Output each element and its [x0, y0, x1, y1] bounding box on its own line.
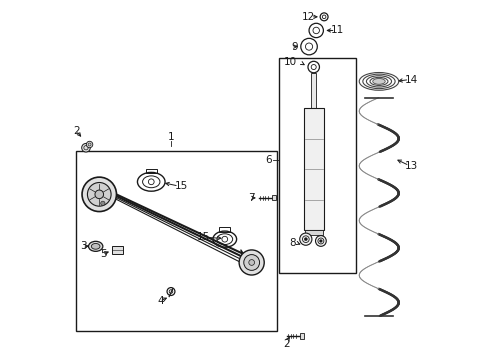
Text: 8: 8: [288, 238, 295, 248]
Bar: [219, 227, 230, 231]
Bar: [304, 230, 322, 234]
Circle shape: [86, 141, 93, 148]
Ellipse shape: [88, 241, 102, 251]
Circle shape: [248, 260, 254, 265]
Text: 9: 9: [290, 42, 297, 51]
Ellipse shape: [372, 78, 385, 84]
Bar: [112, 246, 122, 253]
Text: 7: 7: [247, 193, 254, 203]
Circle shape: [87, 183, 111, 206]
Bar: [300, 333, 304, 338]
Text: 5: 5: [100, 249, 106, 259]
Circle shape: [319, 240, 322, 242]
Circle shape: [315, 235, 325, 246]
Text: 10: 10: [284, 57, 297, 67]
Bar: [272, 195, 276, 201]
Circle shape: [304, 238, 307, 241]
Text: 4: 4: [157, 296, 163, 306]
Bar: [145, 169, 156, 173]
Text: 15: 15: [196, 232, 209, 242]
Text: 12: 12: [301, 12, 314, 22]
Text: 15: 15: [174, 181, 187, 191]
Text: 2: 2: [283, 339, 289, 349]
Ellipse shape: [91, 243, 100, 249]
Text: 13: 13: [405, 161, 418, 171]
Bar: [303, 108, 323, 230]
Text: 1: 1: [167, 132, 174, 142]
Circle shape: [82, 177, 116, 212]
Bar: [278, 58, 355, 273]
Text: 11: 11: [330, 26, 344, 35]
Text: 14: 14: [405, 75, 418, 85]
Circle shape: [101, 201, 105, 206]
Bar: [76, 151, 276, 330]
Circle shape: [244, 255, 259, 270]
Circle shape: [95, 190, 103, 199]
Text: 6: 6: [265, 155, 271, 165]
Circle shape: [299, 233, 311, 245]
Text: 3: 3: [80, 241, 86, 251]
Bar: [310, 73, 316, 108]
Text: 2: 2: [74, 126, 80, 135]
Circle shape: [81, 143, 90, 152]
Circle shape: [239, 250, 264, 275]
